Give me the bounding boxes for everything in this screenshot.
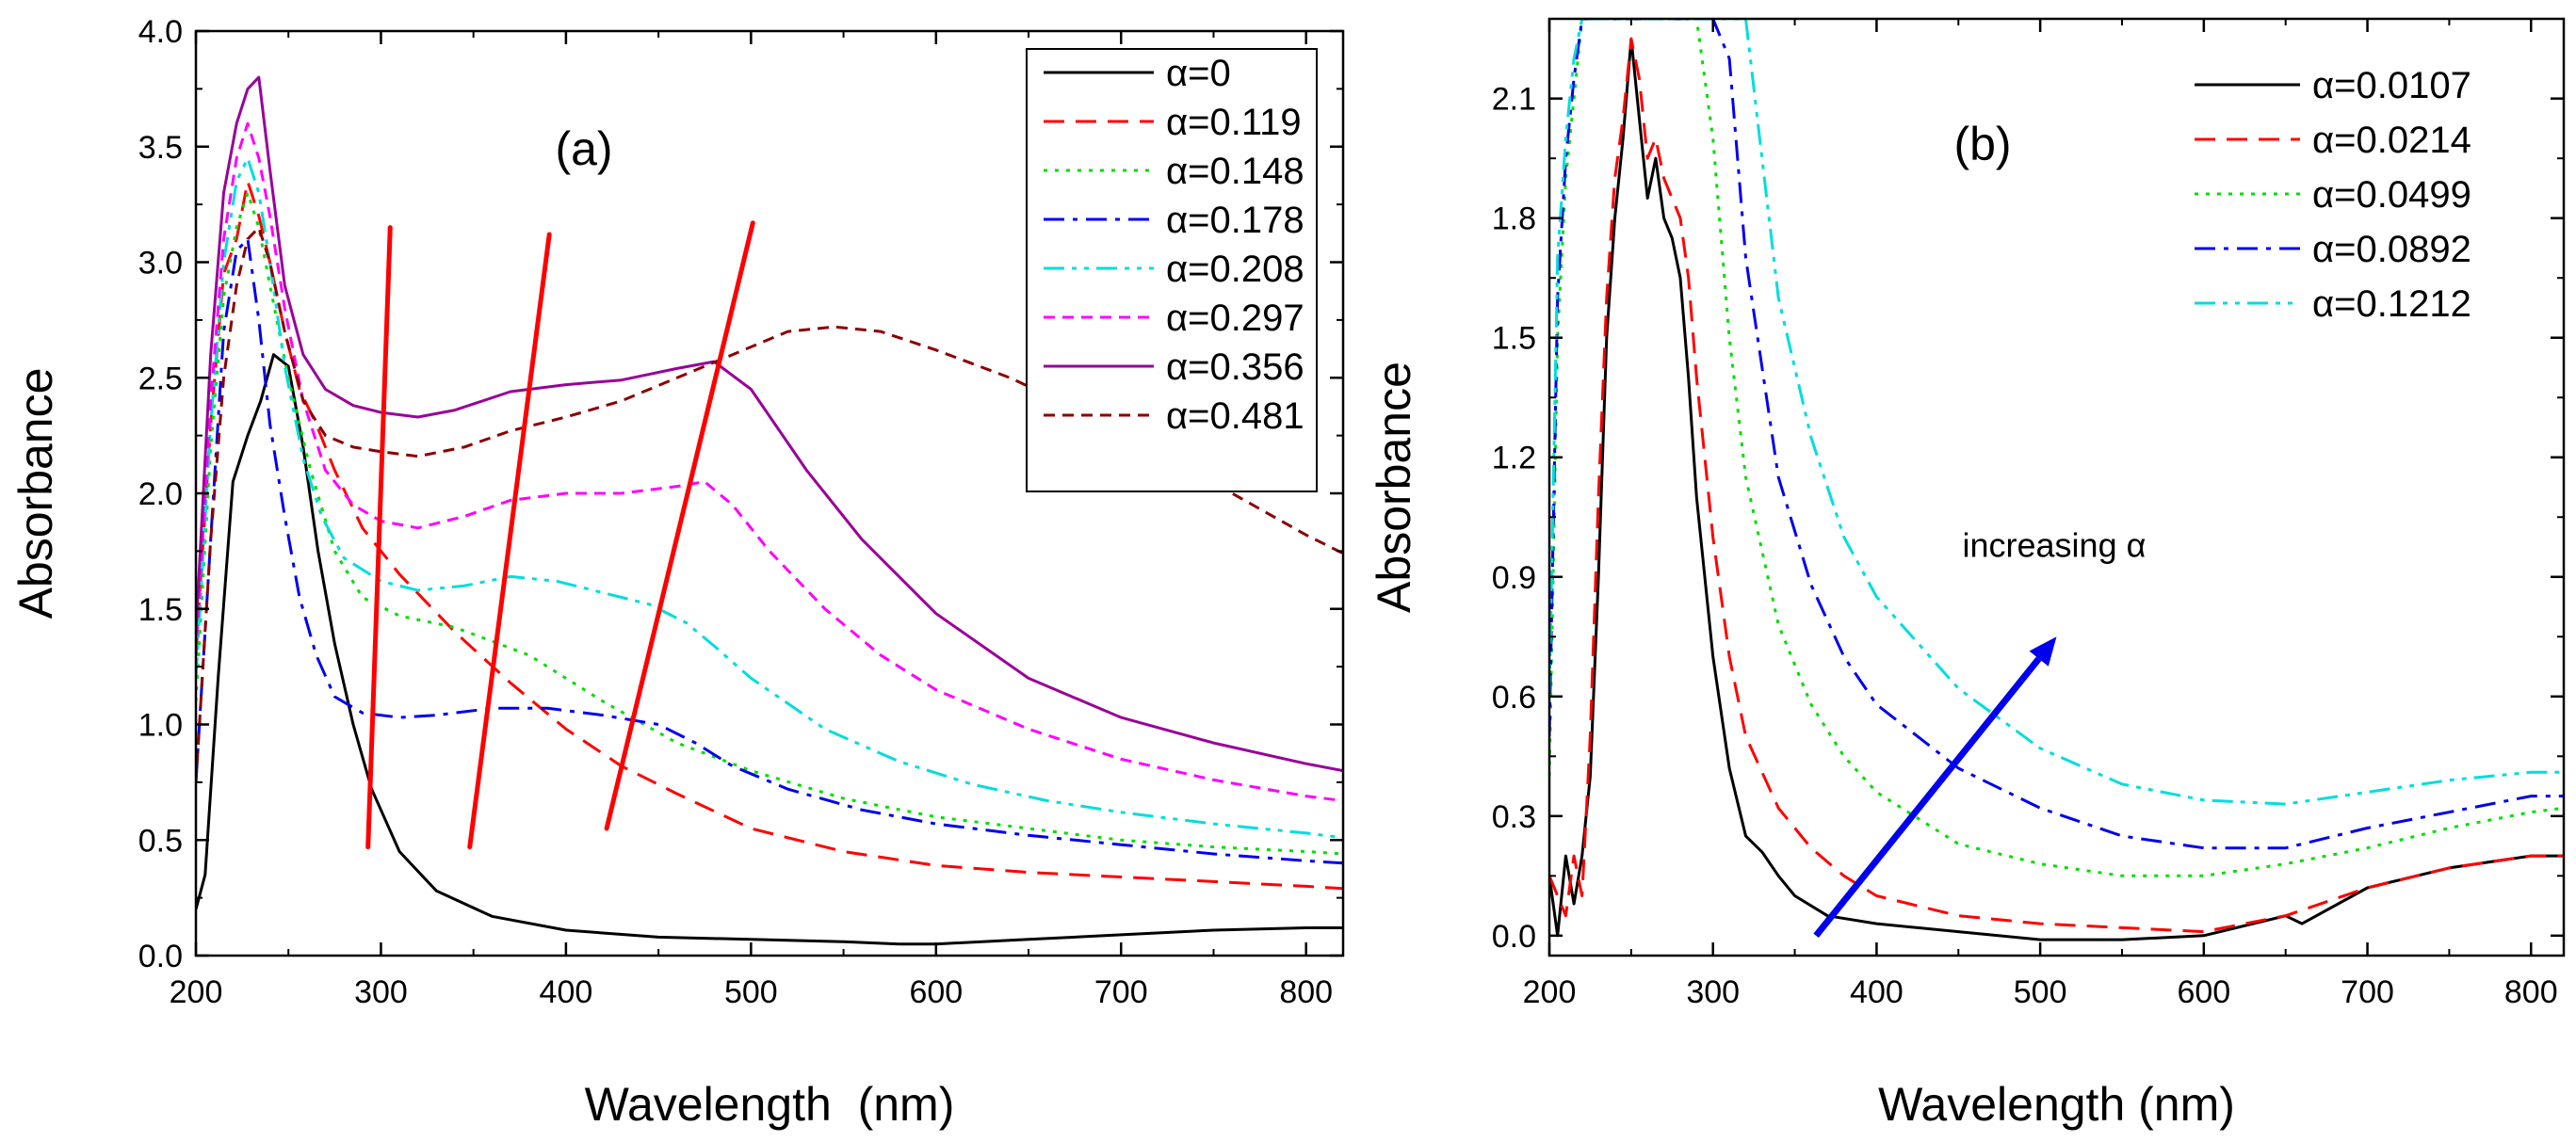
legend-label-3: α=0.148 xyxy=(1166,151,1304,192)
y-tick-label: 1.5 xyxy=(1492,321,1536,357)
series-line-5 xyxy=(1549,19,2564,806)
legend-label-2: α=0.119 xyxy=(1166,102,1302,143)
series-line-4 xyxy=(1549,19,2564,850)
series-line-5 xyxy=(196,156,1343,840)
series-line-3 xyxy=(1549,19,2564,877)
x-tick-label: 200 xyxy=(1523,974,1577,1010)
x-tick-label: 600 xyxy=(2177,974,2230,1010)
legend-label-7: α=0.356 xyxy=(1166,346,1304,388)
x-tick-label: 600 xyxy=(909,974,963,1010)
increasing-arrow-head xyxy=(2029,636,2057,667)
y-axis-title: Absorbance xyxy=(1368,362,1420,613)
series-line-6 xyxy=(196,121,1343,802)
legend-label-8: α=0.481 xyxy=(1166,395,1304,437)
red-guide-line-1 xyxy=(365,225,393,850)
y-tick-label: 1.8 xyxy=(1492,201,1536,237)
legend: α=0 α=0.119 α=0.148 α=0.178 α=0.208 α=0.297 α=… xyxy=(1026,48,1318,492)
series-line-1 xyxy=(1549,37,2564,941)
y-tick-label: 2.5 xyxy=(138,361,183,396)
red-guide-line-3 xyxy=(604,220,755,831)
y-tick-label: 0.0 xyxy=(1492,919,1536,955)
panel-b-chart: increasing α 200 300 400 500 600 700 800 0.0 0.3 0… xyxy=(1368,17,2566,1131)
legend-label-3: α=0.0499 xyxy=(2312,174,2471,216)
x-tick-label: 500 xyxy=(2014,974,2067,1010)
x-tick-label: 800 xyxy=(1279,974,1333,1010)
y-tick-label: 3.0 xyxy=(138,246,183,281)
x-tick-label: 200 xyxy=(170,974,223,1010)
x-tick-label: 500 xyxy=(724,974,778,1010)
increasing-alpha-label: increasing α xyxy=(1963,525,2147,564)
plot-frame xyxy=(1547,17,2566,957)
legend-label-1: α=0.0107 xyxy=(2312,65,2471,106)
series-line-1 xyxy=(196,353,1343,946)
series-line-2 xyxy=(196,180,1343,891)
y-tick-label: 0.5 xyxy=(138,823,183,859)
y-axis-title: Absorbance xyxy=(9,368,62,619)
y-tick-label: 1.0 xyxy=(138,708,183,744)
x-tick-label: 400 xyxy=(540,974,593,1010)
series-group xyxy=(1549,19,2564,941)
legend-label-4: α=0.178 xyxy=(1166,200,1304,241)
y-tick-label: 3.5 xyxy=(138,130,183,166)
y-tick-label: 4.0 xyxy=(138,14,183,50)
x-tick-label: 300 xyxy=(1686,974,1740,1010)
legend-label-4: α=0.0892 xyxy=(2312,229,2471,270)
series-line-4 xyxy=(196,237,1343,865)
x-tick-label: 400 xyxy=(1850,974,1904,1010)
x-axis-title: Wavelength (nm) xyxy=(585,1078,955,1131)
x-tick-label: 700 xyxy=(1094,974,1148,1010)
series-line-2 xyxy=(1549,37,2564,934)
red-guide-line-2 xyxy=(467,232,552,850)
x-axis-title: Wavelength (nm) xyxy=(1878,1078,2235,1131)
legend-label-6: α=0.297 xyxy=(1166,298,1304,339)
legend-label-2: α=0.0214 xyxy=(2312,120,2471,161)
legend-label-5: α=0.208 xyxy=(1166,249,1304,290)
y-tick-label: 0.6 xyxy=(1492,680,1536,716)
series-line-3 xyxy=(196,191,1343,856)
y-tick-label: 2.0 xyxy=(138,476,183,512)
series-line-7 xyxy=(196,75,1343,773)
legend-label-5: α=0.1212 xyxy=(2312,283,2471,325)
y-tick-label: 0.0 xyxy=(138,939,183,974)
x-tick-label: 700 xyxy=(2341,974,2394,1010)
legend: α=0.0107 α=0.0214 α=0.0499 α=0.0892 α=0.1212 xyxy=(2195,65,2471,325)
y-tick-label: 0.3 xyxy=(1492,799,1536,835)
panel-label: (a) xyxy=(555,122,612,175)
panel-label: (b) xyxy=(1953,118,2011,170)
y-tick-label: 1.2 xyxy=(1492,441,1536,476)
increasing-arrow-shaft xyxy=(1813,656,2042,939)
legend-label-1: α=0 xyxy=(1166,53,1231,94)
x-tick-label: 800 xyxy=(2504,974,2558,1010)
y-tick-label: 0.9 xyxy=(1492,560,1536,596)
panel-a-chart: 200 300 400 500 600 700 800 0.0 0.5 1.0 1.5 2.0 2.5 3… xyxy=(9,14,1345,1131)
y-tick-label: 2.1 xyxy=(1492,82,1536,118)
x-tick-label: 300 xyxy=(354,974,408,1010)
y-tick-label: 1.5 xyxy=(138,592,183,628)
